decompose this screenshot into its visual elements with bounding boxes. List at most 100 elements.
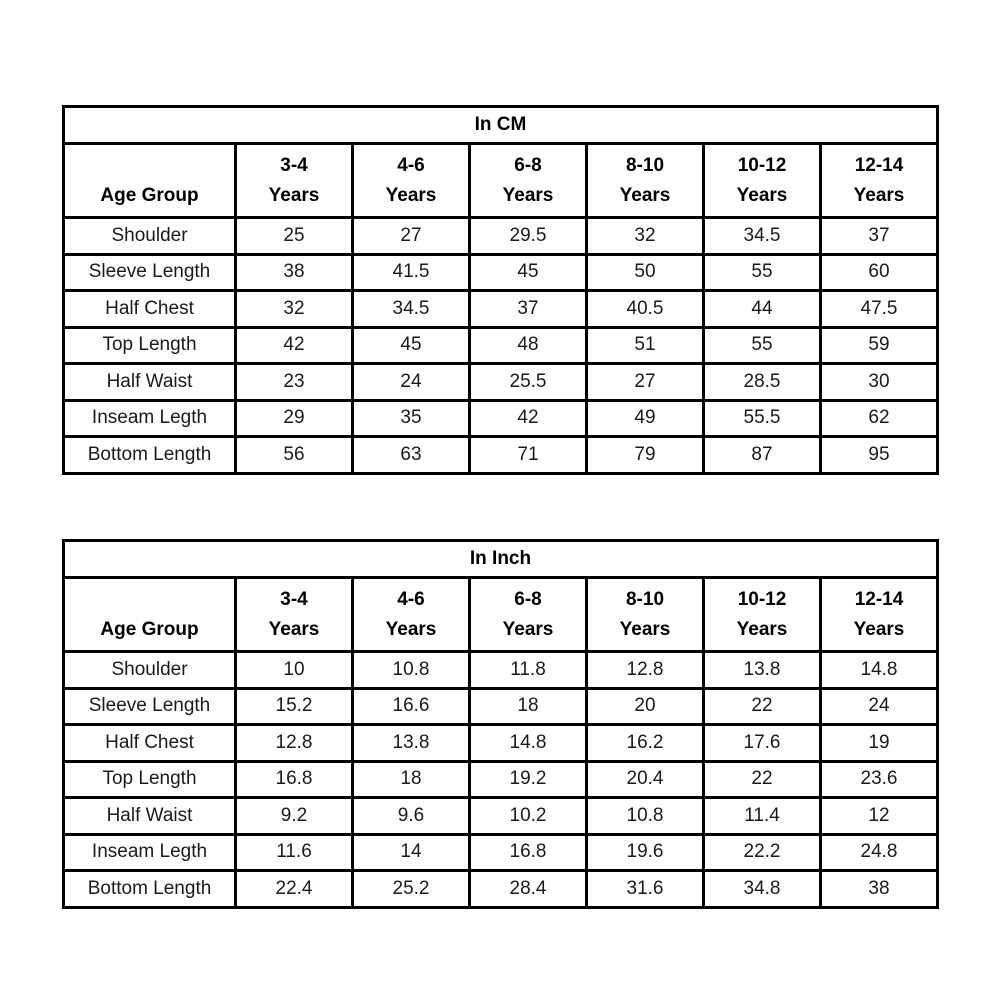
table-row-sleeve-length: Sleeve Length 15.2 16.6 18 20 22 24 <box>62 686 939 726</box>
table-cell: 10.8 <box>351 650 471 690</box>
table-cell: 15.2 <box>234 686 354 726</box>
table-title-inch: In Inch <box>62 539 939 579</box>
age-range-label: 8-10 <box>625 589 665 610</box>
age-group-label: Age Group <box>100 619 199 640</box>
age-range-label: 4-6 <box>397 155 425 176</box>
table-title-row: In CM <box>62 105 939 145</box>
table-cell: 14.8 <box>468 723 588 763</box>
table-row-inseam-length: Inseam Legth 29 35 42 49 55.5 62 <box>62 398 939 438</box>
table-cell: 28.5 <box>702 362 822 402</box>
table-cell: 16.8 <box>234 759 354 799</box>
age-range-label: 3-4 <box>280 589 308 610</box>
table-cell: 23.6 <box>819 759 939 799</box>
table-cell: 22.2 <box>702 832 822 872</box>
table-cell: 20.4 <box>585 759 705 799</box>
column-header-6-8: 6-8 Years <box>468 142 588 219</box>
age-suffix-label: Years <box>619 619 671 640</box>
column-header-8-10: 8-10 Years <box>585 142 705 219</box>
size-chart-cm: In CM Age Group 3-4 Years 4-6 Years 6-8 Yea… <box>62 105 939 475</box>
age-suffix-label: Years <box>736 185 788 206</box>
age-range-label: 8-10 <box>625 155 665 176</box>
age-suffix-label: Years <box>268 619 320 640</box>
age-suffix-label: Years <box>853 185 905 206</box>
row-label: Inseam Legth <box>62 832 237 872</box>
table-cell: 25.5 <box>468 362 588 402</box>
column-header-3-4: 3-4 Years <box>234 142 354 219</box>
table-cell: 10.8 <box>585 796 705 836</box>
table-cell: 44 <box>702 289 822 329</box>
age-range-label: 10-12 <box>737 589 787 610</box>
row-label: Half Waist <box>62 796 237 836</box>
table-cell: 10 <box>234 650 354 690</box>
table-cell: 30 <box>819 362 939 402</box>
table-header-row: Age Group 3-4 Years 4-6 Years 6-8 Years 8-1… <box>62 576 939 653</box>
table-cell: 17.6 <box>702 723 822 763</box>
table-cell: 13.8 <box>702 650 822 690</box>
table-cell: 40.5 <box>585 289 705 329</box>
age-suffix-label: Years <box>268 185 320 206</box>
table-cell: 45 <box>351 325 471 365</box>
column-header-4-6: 4-6 Years <box>351 142 471 219</box>
table-cell: 71 <box>468 435 588 475</box>
age-range-label: 12-14 <box>854 589 904 610</box>
column-header-10-12: 10-12 Years <box>702 142 822 219</box>
table-cell: 24 <box>819 686 939 726</box>
table-cell: 22.4 <box>234 869 354 909</box>
row-label: Shoulder <box>62 650 237 690</box>
table-cell: 25 <box>234 216 354 256</box>
table-row-half-chest: Half Chest 12.8 13.8 14.8 16.2 17.6 19 <box>62 723 939 763</box>
row-label: Sleeve Length <box>62 686 237 726</box>
table-title-row: In Inch <box>62 539 939 579</box>
age-suffix-label: Years <box>385 619 437 640</box>
row-label: Shoulder <box>62 216 237 256</box>
table-cell: 16.2 <box>585 723 705 763</box>
row-label: Sleeve Length <box>62 252 237 292</box>
table-cell: 11.8 <box>468 650 588 690</box>
table-row-top-length: Top Length 16.8 18 19.2 20.4 22 23.6 <box>62 759 939 799</box>
column-header-10-12: 10-12 Years <box>702 576 822 653</box>
table-cell: 37 <box>468 289 588 329</box>
table-cell: 16.6 <box>351 686 471 726</box>
table-cell: 55.5 <box>702 398 822 438</box>
column-header-6-8: 6-8 Years <box>468 576 588 653</box>
age-group-label: Age Group <box>100 185 199 206</box>
row-label: Half Waist <box>62 362 237 402</box>
table-cell: 13.8 <box>351 723 471 763</box>
table-cell: 45 <box>468 252 588 292</box>
table-cell: 60 <box>819 252 939 292</box>
table-cell: 12.8 <box>234 723 354 763</box>
table-cell: 55 <box>702 325 822 365</box>
age-range-label: 3-4 <box>280 155 308 176</box>
table-cell: 19.2 <box>468 759 588 799</box>
table-cell: 87 <box>702 435 822 475</box>
table-cell: 50 <box>585 252 705 292</box>
table-cell: 56 <box>234 435 354 475</box>
table-cell: 47.5 <box>819 289 939 329</box>
table-cell: 48 <box>468 325 588 365</box>
table-cell: 12.8 <box>585 650 705 690</box>
age-suffix-label: Years <box>619 185 671 206</box>
column-header-4-6: 4-6 Years <box>351 576 471 653</box>
age-range-label: 4-6 <box>397 589 425 610</box>
table-row-inseam-length: Inseam Legth 11.6 14 16.8 19.6 22.2 24.8 <box>62 832 939 872</box>
table-cell: 37 <box>819 216 939 256</box>
table-cell: 12 <box>819 796 939 836</box>
table-cell: 20 <box>585 686 705 726</box>
table-cell: 22 <box>702 759 822 799</box>
age-suffix-label: Years <box>853 619 905 640</box>
age-range-label: 6-8 <box>514 589 542 610</box>
table-cell: 42 <box>468 398 588 438</box>
table-cell: 27 <box>351 216 471 256</box>
row-label: Top Length <box>62 325 237 365</box>
table-cell: 95 <box>819 435 939 475</box>
table-cell: 51 <box>585 325 705 365</box>
age-range-label: 6-8 <box>514 155 542 176</box>
table-row-shoulder: Shoulder 10 10.8 11.8 12.8 13.8 14.8 <box>62 650 939 690</box>
table-title-cm: In CM <box>62 105 939 145</box>
table-cell: 11.4 <box>702 796 822 836</box>
table-cell: 18 <box>468 686 588 726</box>
table-cell: 28.4 <box>468 869 588 909</box>
table-cell: 29 <box>234 398 354 438</box>
table-row-half-waist: Half Waist 23 24 25.5 27 28.5 30 <box>62 362 939 402</box>
table-cell: 32 <box>234 289 354 329</box>
